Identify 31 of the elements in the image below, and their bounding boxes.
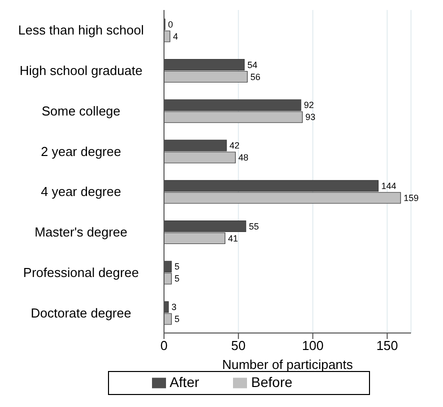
legend-label: After: [170, 374, 200, 390]
x-axis-title: Number of participants: [222, 357, 354, 372]
y-tick-label: Professional degree: [23, 264, 139, 280]
data-label: 5: [174, 274, 180, 284]
data-label: 5: [174, 262, 180, 272]
data-label: 41: [228, 233, 238, 244]
y-tick-label: 2 year degree: [40, 144, 122, 159]
y-tick-label: Less than high school: [18, 22, 144, 38]
y-tick-label: Some college: [42, 103, 120, 118]
data-label: 93: [305, 112, 316, 122]
data-label: 159: [404, 192, 419, 203]
x-tick-label: 0: [160, 338, 168, 354]
x-tick-label: 150: [376, 338, 398, 354]
data-label: 5: [174, 314, 180, 324]
y-tick-label: Master's degree: [34, 224, 128, 240]
y-tick-label: Doctorate degree: [30, 305, 132, 320]
y-tick-label: 4 year degree: [40, 184, 122, 200]
legend-label: Before: [251, 374, 292, 390]
data-label: 54: [247, 60, 258, 70]
x-tick-label: 50: [231, 338, 246, 354]
data-label: 0: [168, 19, 174, 30]
data-label: 56: [250, 72, 260, 82]
data-label: 42: [229, 140, 240, 151]
data-label: 4: [172, 31, 178, 42]
data-label: 144: [381, 180, 396, 191]
data-label: 48: [238, 152, 248, 163]
y-tick-label: High school graduate: [20, 63, 142, 78]
data-label: 92: [304, 100, 314, 110]
data-label: 55: [248, 221, 259, 232]
data-label: 3: [171, 302, 176, 312]
x-tick-label: 100: [302, 338, 324, 354]
